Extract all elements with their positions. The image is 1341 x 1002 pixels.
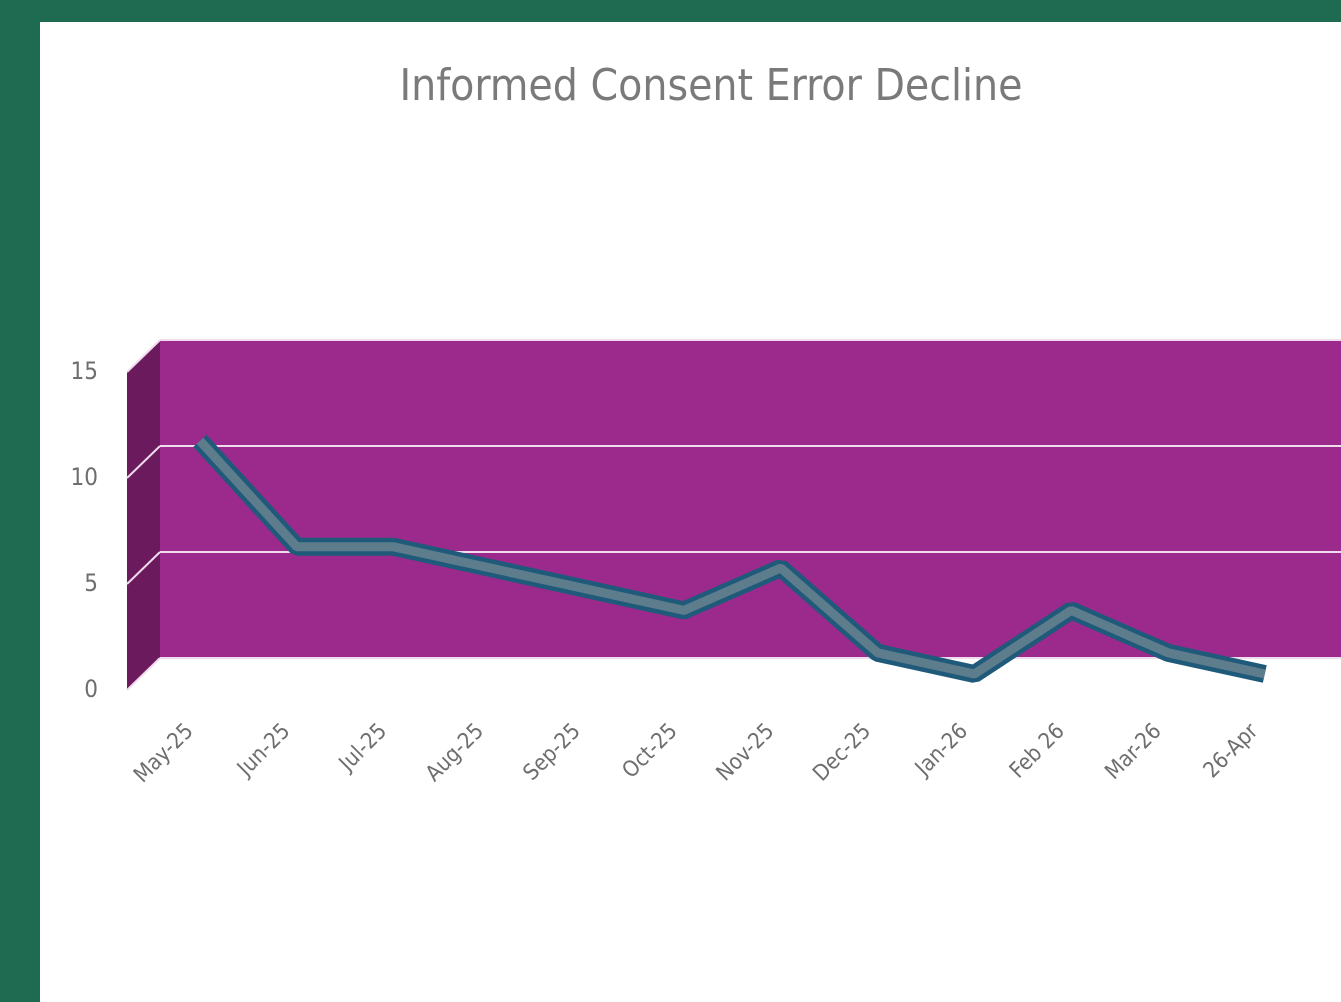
grid-line-side	[126, 445, 161, 479]
chart-title: Informed Consent Error Decline	[399, 60, 1022, 111]
y-tick-label: 10	[71, 463, 98, 491]
back-wall	[160, 340, 1341, 658]
y-tick-label: 5	[84, 569, 98, 597]
grid-line-side	[126, 657, 161, 691]
grid-line-side	[126, 551, 161, 585]
line	[196, 437, 1266, 679]
grid-line-side	[126, 339, 161, 373]
side-wall	[127, 340, 160, 690]
y-tick-label: 0	[84, 675, 98, 703]
y-tick-label: 15	[71, 357, 98, 385]
